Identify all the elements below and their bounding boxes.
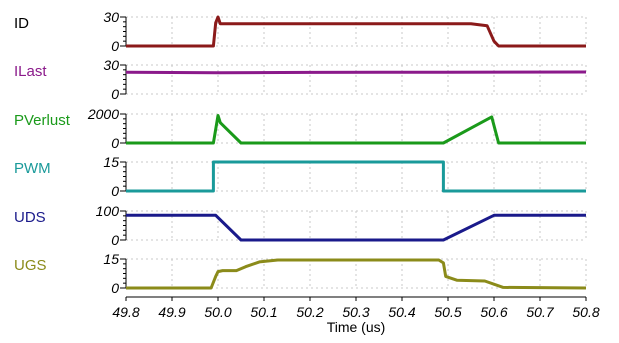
y-tick-label: 0 bbox=[111, 183, 119, 199]
signal-label-id: ID bbox=[14, 15, 29, 32]
y-tick-label: 30 bbox=[103, 9, 119, 25]
y-tick-label: 0 bbox=[111, 38, 119, 54]
y-tick-label: 15 bbox=[103, 154, 119, 170]
signal-label-uds: UDS bbox=[14, 209, 46, 226]
y-tick-label: 0 bbox=[111, 86, 119, 102]
y-tick-label: 30 bbox=[103, 57, 119, 73]
x-tick-label: 49.8 bbox=[112, 304, 139, 320]
signal-label-ilast: ILast bbox=[14, 63, 47, 80]
x-axis-title: Time (us) bbox=[327, 319, 386, 335]
series-line-pverlust bbox=[126, 114, 586, 145]
series-line-pwm bbox=[126, 160, 586, 193]
series-line-ugs bbox=[126, 258, 587, 290]
y-tick-label: 0 bbox=[111, 135, 119, 151]
series-line-ilast bbox=[125, 70, 587, 75]
x-tick-label: 50.5 bbox=[434, 304, 461, 320]
series-line-uds bbox=[126, 213, 586, 242]
x-tick-label: 50.4 bbox=[388, 304, 415, 320]
signal-label-ugs: UGS bbox=[14, 257, 47, 274]
signal-label-pverlust: PVerlust bbox=[14, 112, 71, 129]
signal-label-pwm: PWM bbox=[14, 160, 51, 177]
x-tick-label: 50.3 bbox=[342, 304, 369, 320]
x-tick-label: 50.2 bbox=[296, 304, 323, 320]
y-tick-label: 15 bbox=[103, 251, 119, 267]
x-tick-label: 50.7 bbox=[526, 304, 554, 320]
y-tick-label: 100 bbox=[96, 203, 120, 219]
x-tick-label: 50.8 bbox=[572, 304, 599, 320]
x-tick-label: 50.0 bbox=[204, 304, 231, 320]
x-tick-label: 49.9 bbox=[158, 304, 185, 320]
series-line-id bbox=[126, 15, 586, 48]
y-tick-label: 0 bbox=[111, 280, 119, 296]
y-tick-label: 0 bbox=[111, 232, 119, 248]
x-tick-label: 50.6 bbox=[480, 304, 507, 320]
y-tick-label: 2000 bbox=[87, 106, 119, 122]
x-tick-label: 50.1 bbox=[250, 304, 277, 320]
